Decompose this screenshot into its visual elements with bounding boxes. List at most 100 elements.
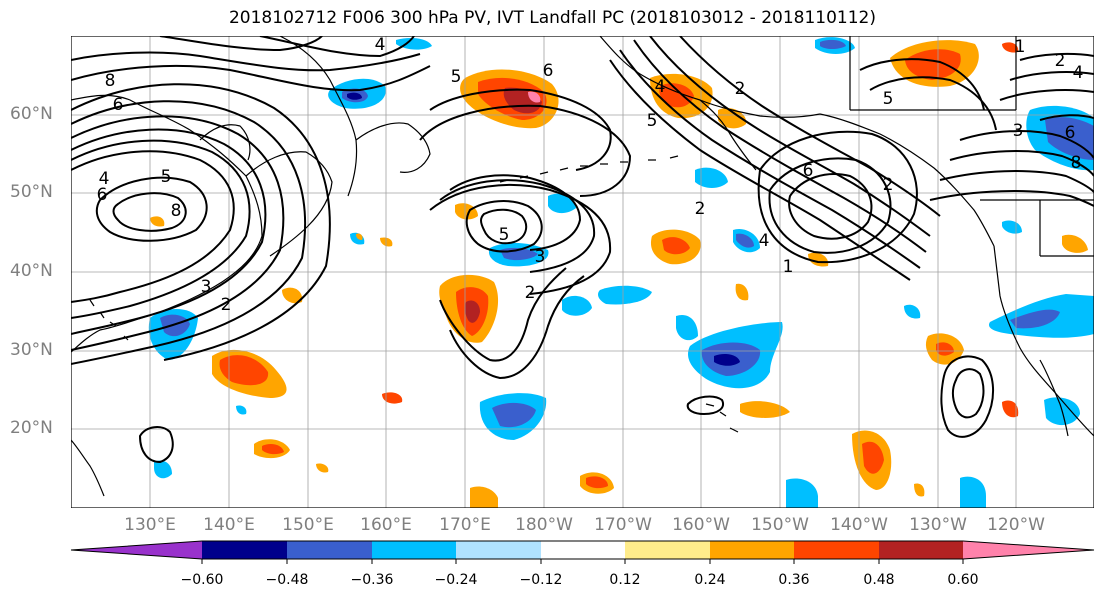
contour-label: 2 xyxy=(883,175,894,195)
contour-label: 3 xyxy=(201,277,212,297)
colorbar-tick-label: 0.48 xyxy=(863,572,895,588)
contour-label: 8 xyxy=(105,71,116,91)
contour-line xyxy=(71,128,267,335)
contour-line xyxy=(71,139,251,319)
coastline-alaska-west xyxy=(599,36,821,118)
lon-label-140w: 140°W xyxy=(830,515,888,535)
contour-label: 6 xyxy=(543,61,554,81)
colorbar-segment xyxy=(287,541,372,559)
contour-label: 4 xyxy=(375,35,386,55)
contour-line xyxy=(940,355,995,438)
lon-label-170w: 170°W xyxy=(594,515,652,535)
contour-line xyxy=(1039,114,1094,121)
anomaly-patch-negative xyxy=(154,460,172,479)
coastline-alaska-peninsula xyxy=(699,99,757,171)
contour-line xyxy=(949,150,1094,177)
lat-label-20n: 20°N xyxy=(10,418,53,438)
coastline-hawaii xyxy=(705,403,739,433)
contour-line xyxy=(649,36,931,237)
contour-label: 2 xyxy=(525,283,536,303)
anomaly-patch-positive xyxy=(936,342,954,356)
contour-line xyxy=(71,64,431,92)
contour-line xyxy=(952,368,985,419)
contour-line xyxy=(959,130,1094,159)
lon-label-170e: 170°E xyxy=(439,515,491,535)
colorbar-segment xyxy=(710,541,794,559)
contour-line xyxy=(259,36,415,58)
lat-label-50n: 50°N xyxy=(10,182,53,202)
contour-line xyxy=(1019,52,1094,61)
contour-label: 8 xyxy=(171,201,182,221)
anomaly-patch-positive xyxy=(659,83,694,108)
anomaly-patch-negative xyxy=(904,304,921,319)
contour-label: 4 xyxy=(1073,63,1084,83)
anomaly-patch-positive xyxy=(586,476,608,489)
contour-label: 4 xyxy=(759,231,770,251)
coastline-asia-east xyxy=(71,94,263,353)
contour-line xyxy=(419,104,632,197)
colorbar-tick-label: −0.36 xyxy=(350,572,394,588)
contour-label: 8 xyxy=(1071,153,1082,173)
colorbar-segment xyxy=(879,541,963,559)
contour-line xyxy=(138,426,174,464)
lon-label-120w: 120°W xyxy=(987,515,1045,535)
anomaly-patch-positive xyxy=(282,287,303,304)
contour-line xyxy=(609,59,911,281)
contour-line xyxy=(859,58,985,111)
coastline-japan-islands xyxy=(89,299,129,341)
contour-label: 3 xyxy=(1013,121,1024,141)
anomaly-patch-negative xyxy=(160,314,190,337)
contour-label: 5 xyxy=(883,89,894,109)
contour-line xyxy=(449,275,585,380)
contour-line xyxy=(480,208,528,245)
anomaly-patch-positive xyxy=(718,107,747,129)
anomaly-patch-negative xyxy=(562,295,592,316)
contour-label: 1 xyxy=(1015,37,1026,57)
anomaly-patch-negative xyxy=(548,193,576,214)
anomaly-patch-positive xyxy=(150,216,165,227)
colorbar-tick-label: 0.60 xyxy=(947,572,979,588)
contour-labels: 8 6 4 5 4 6 8 5 3 2 6 5 3 2 2 2 4 5 6 4 … xyxy=(97,35,1084,315)
colorbar-segment xyxy=(625,541,710,559)
contour-line xyxy=(679,36,941,217)
colorbar-segment xyxy=(541,541,625,559)
lon-label-150e: 150°E xyxy=(282,515,334,535)
contour-label: 3 xyxy=(535,247,546,267)
lon-label-140e: 140°E xyxy=(203,515,255,535)
contour-label: 6 xyxy=(113,95,124,115)
anomaly-patch-negative xyxy=(1045,117,1094,160)
contour-label: 5 xyxy=(161,167,172,187)
contour-label: 5 xyxy=(647,111,658,131)
colorbar-segment xyxy=(963,541,1094,559)
colorbar-tick-label: 0.36 xyxy=(778,572,810,588)
anomaly-patch-positive xyxy=(1062,234,1088,253)
contour-line xyxy=(869,76,997,131)
colorbar-tick-label: −0.60 xyxy=(180,572,224,588)
anomaly-patch-negative xyxy=(236,405,247,415)
coastline-north-america-west xyxy=(993,245,1094,437)
anomaly-patch-negative xyxy=(695,167,728,188)
coastline-sea-of-okhotsk xyxy=(199,124,251,161)
anomaly-patch-positive xyxy=(470,486,498,508)
contour-line xyxy=(465,200,543,253)
contour-line xyxy=(71,83,331,361)
anomaly-patch-negative xyxy=(347,92,362,100)
contour-line xyxy=(429,183,612,295)
lon-label-150w: 150°W xyxy=(751,515,809,535)
anomaly-patch-positive xyxy=(740,401,790,418)
colorbar-segment xyxy=(794,541,879,559)
contour-label: 1 xyxy=(783,257,794,277)
contour-line xyxy=(1009,71,1094,81)
anomaly-patch-negative xyxy=(492,402,536,428)
lon-label-180w: 180°W xyxy=(515,515,573,535)
map-title: 2018102712 F006 300 hPa PV, IVT Landfall… xyxy=(228,8,876,28)
colorbar-tick-label: 0.24 xyxy=(694,572,726,588)
contour-line xyxy=(95,176,208,242)
anomaly-patch-positive xyxy=(464,300,480,323)
contour-label: 4 xyxy=(99,169,110,189)
anomaly-patch-positive xyxy=(1002,400,1019,418)
contour-label: 2 xyxy=(1055,51,1066,71)
contour-line xyxy=(439,267,567,362)
contour-label: 5 xyxy=(451,67,462,87)
